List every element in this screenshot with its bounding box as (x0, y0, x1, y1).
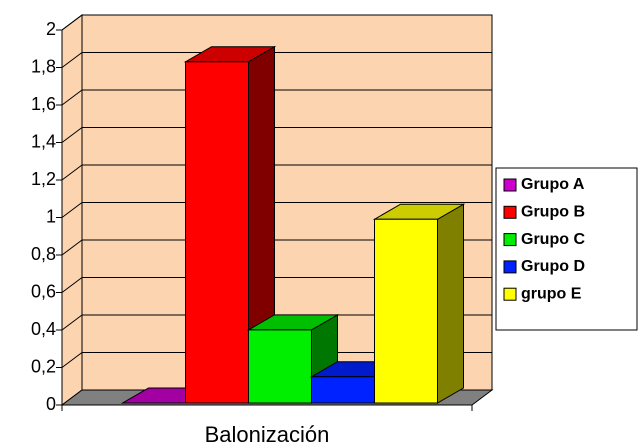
legend-swatch (503, 233, 517, 247)
grid-line (61, 202, 83, 218)
y-tick-label: 0,6 (31, 281, 56, 301)
bar (185, 61, 249, 404)
grid-line (61, 14, 83, 31)
legend-swatch (503, 260, 517, 274)
grid-line (61, 352, 83, 368)
legend-swatch (503, 178, 517, 192)
grid-line (61, 127, 83, 143)
bar (374, 218, 438, 404)
legend-label: Grupo C (521, 231, 585, 248)
y-tick-label: 1,6 (31, 94, 56, 114)
legend-swatch (503, 205, 517, 219)
grid-line (61, 314, 83, 331)
grid-line (61, 164, 83, 181)
y-tick-label: 0,8 (31, 244, 56, 264)
y-tick-label: 0,4 (31, 319, 56, 339)
y-tick-label: 1,8 (31, 56, 56, 76)
y-tick-label: 0 (46, 394, 56, 414)
y-tick-label: 2 (46, 19, 56, 39)
legend-label: Grupo D (521, 258, 585, 275)
bar (311, 376, 375, 404)
legend-label: Grupo B (521, 204, 585, 221)
legend-label: grupo E (521, 285, 582, 302)
grid-line (61, 89, 83, 106)
grid-line (61, 239, 83, 256)
y-tick-label: 0,2 (31, 356, 56, 376)
legend-box (495, 167, 638, 331)
y-tick-label: 1,4 (31, 131, 56, 151)
legend-swatch (503, 287, 517, 301)
y-tick-label: 1,2 (31, 169, 56, 189)
grid-line (61, 277, 83, 293)
grid-line (61, 52, 83, 68)
legend: Grupo A Grupo B Grupo C Grupo D grupo E (495, 167, 638, 331)
bar (248, 329, 312, 404)
x-axis-label: Balonización (205, 422, 330, 447)
legend-label: Grupo A (521, 176, 585, 193)
bar-side (437, 203, 464, 404)
y-tick-label: 1 (46, 206, 56, 226)
